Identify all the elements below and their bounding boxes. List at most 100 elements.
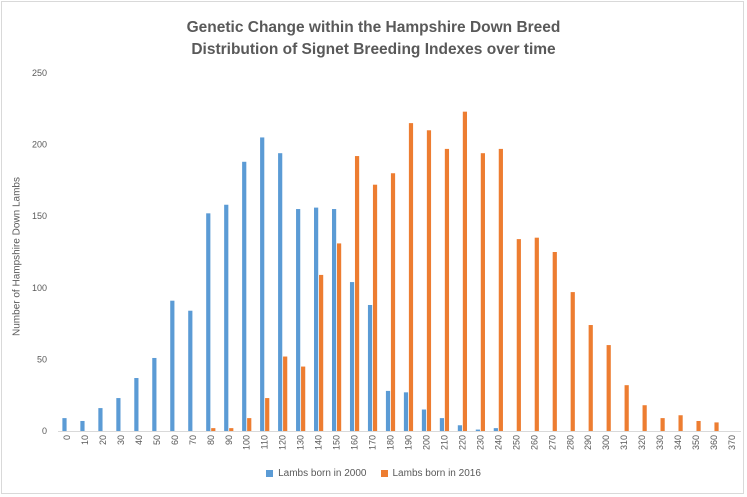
- legend-label-2016: Lambs born in 2016: [392, 468, 481, 479]
- x-tick-label: 250: [511, 435, 521, 450]
- bar-2016: [534, 237, 539, 431]
- x-tick-label: 160: [350, 435, 360, 450]
- bar-2016: [660, 418, 665, 431]
- bar-2016: [354, 156, 360, 431]
- bar-2000: [493, 428, 498, 431]
- x-tick-label: 300: [601, 435, 611, 450]
- x-tick-label: 90: [224, 435, 234, 445]
- bar-2016: [696, 420, 701, 431]
- bar-2000: [278, 153, 283, 431]
- bar-2016: [642, 405, 647, 431]
- x-tick-label: 230: [475, 435, 485, 450]
- bar-2016: [372, 184, 378, 431]
- legend-item-2000: Lambs born in 2000: [266, 468, 367, 479]
- x-tick-label: 130: [296, 435, 306, 450]
- bar-2000: [349, 282, 355, 431]
- x-tick-label: 20: [98, 435, 108, 445]
- bar-2000: [206, 213, 211, 431]
- bar-2016: [408, 123, 414, 432]
- x-tick-label: 120: [278, 435, 288, 450]
- bar-2000: [314, 207, 319, 431]
- bar-2016: [714, 422, 719, 431]
- bar-2016: [624, 385, 629, 431]
- chart-title: Genetic Change within the Hampshire Down…: [186, 19, 561, 36]
- bar-2016: [265, 398, 270, 431]
- bar-2000: [224, 204, 229, 431]
- x-tick-label: 280: [565, 435, 575, 450]
- bar-2016: [552, 252, 557, 431]
- chart-legend: Lambs born in 2000 Lambs born in 2016: [0, 468, 747, 479]
- bar-2000: [98, 408, 103, 431]
- bar-2016: [606, 345, 611, 431]
- bar-2000: [62, 418, 67, 431]
- x-tick-label: 270: [547, 435, 557, 450]
- x-tick-label: 30: [116, 435, 126, 445]
- x-tick-label: 10: [80, 435, 90, 445]
- x-tick-label: 370: [727, 435, 737, 450]
- bar-2000: [367, 304, 373, 431]
- x-tick-label: 340: [673, 435, 683, 450]
- bar-2000: [188, 310, 193, 431]
- bar-2016: [588, 325, 593, 431]
- bar-2016: [247, 418, 252, 431]
- x-tick-label: 240: [493, 435, 503, 450]
- x-tick-label: 350: [691, 435, 701, 450]
- x-tick-label: 290: [583, 435, 593, 450]
- x-tick-label: 170: [368, 435, 378, 450]
- x-tick-label: 80: [206, 435, 216, 445]
- x-tick-label: 180: [386, 435, 396, 450]
- x-tick-label: 310: [619, 435, 629, 450]
- legend-label-2000: Lambs born in 2000: [278, 468, 367, 479]
- bar-2000: [457, 425, 463, 431]
- y-tick-label: 200: [32, 140, 47, 150]
- bar-2000: [421, 409, 427, 431]
- bar-2000: [403, 392, 409, 431]
- bar-2000: [331, 209, 337, 431]
- legend-swatch-2000: [266, 470, 274, 477]
- bar-2016: [678, 415, 683, 431]
- y-tick-label: 100: [32, 283, 47, 293]
- x-tick-label: 330: [655, 435, 665, 450]
- bar-2016: [462, 111, 468, 431]
- bar-2016: [211, 428, 216, 431]
- bar-2016: [516, 239, 521, 431]
- y-tick-label: 150: [32, 211, 47, 221]
- bar-2000: [80, 420, 85, 431]
- bar-2000: [385, 390, 391, 431]
- bar-2000: [242, 161, 247, 431]
- chart-subtitle: Distribution of Signet Breeding Indexes …: [191, 41, 556, 58]
- x-tick-label: 60: [170, 435, 180, 445]
- bar-2000: [260, 137, 265, 431]
- x-tick-label: 150: [332, 435, 342, 450]
- bar-2000: [116, 398, 121, 431]
- bar-2000: [170, 300, 175, 431]
- bar-2016: [336, 243, 342, 431]
- x-tick-label: 110: [260, 435, 270, 449]
- bar-2016: [444, 148, 450, 431]
- bar-2016: [480, 153, 485, 431]
- bar-2016: [319, 274, 324, 431]
- x-tick-label: 0: [62, 435, 72, 440]
- y-tick-label: 50: [37, 354, 47, 364]
- bar-2016: [229, 428, 234, 431]
- bar-2000: [296, 209, 301, 431]
- bar-2016: [390, 173, 396, 432]
- bar-2000: [475, 429, 480, 431]
- bar-2000: [439, 418, 445, 431]
- x-tick-label: 190: [403, 435, 413, 450]
- y-tick-label: 0: [42, 426, 47, 436]
- bar-2016: [498, 148, 503, 431]
- bar-2000: [134, 378, 139, 431]
- bar-2000: [152, 357, 157, 431]
- bar-2016: [283, 356, 288, 431]
- x-tick-label: 210: [439, 435, 449, 450]
- x-tick-label: 260: [529, 435, 539, 450]
- x-tick-label: 200: [421, 435, 431, 450]
- x-tick-label: 100: [242, 435, 252, 450]
- x-tick-label: 50: [152, 435, 162, 445]
- x-tick-label: 140: [314, 435, 324, 450]
- bar-2016: [426, 130, 432, 431]
- legend-swatch-2016: [380, 470, 388, 477]
